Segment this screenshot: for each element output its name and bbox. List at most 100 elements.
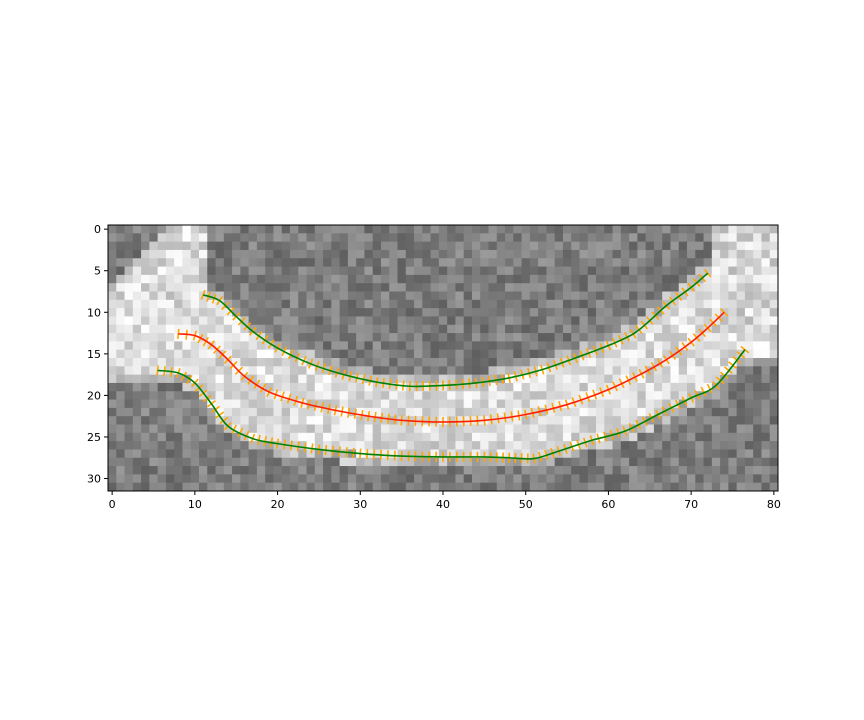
image-pixel [323, 324, 332, 334]
image-pixel [265, 449, 275, 459]
image-pixel [687, 258, 696, 268]
image-pixel [430, 283, 440, 293]
image-pixel [571, 225, 581, 234]
image-pixel [232, 249, 241, 259]
image-pixel [529, 241, 539, 251]
image-pixel [405, 391, 415, 401]
image-pixel [141, 316, 150, 326]
image-pixel [182, 482, 192, 491]
image-pixel [198, 249, 208, 259]
image-pixel [347, 241, 357, 251]
image-pixel [604, 466, 614, 475]
image-pixel [207, 449, 217, 459]
image-pixel [695, 374, 705, 384]
image-pixel [116, 249, 126, 259]
image-pixel [182, 374, 192, 384]
image-pixel [157, 474, 167, 484]
image-pixel [273, 283, 283, 293]
image-pixel [471, 399, 481, 409]
image-pixel [232, 474, 241, 484]
image-pixel [232, 366, 241, 376]
image-pixel [372, 424, 382, 434]
image-pixel [629, 457, 638, 467]
image-pixel [505, 308, 514, 318]
image-pixel [132, 316, 142, 326]
image-pixel [463, 457, 473, 467]
image-pixel [728, 333, 738, 342]
image-pixel [356, 441, 366, 451]
image-pixel [736, 299, 746, 309]
image-pixel [728, 449, 738, 459]
image-pixel [744, 407, 754, 417]
image-pixel [165, 358, 175, 367]
image-pixel [207, 382, 217, 392]
image-pixel [165, 374, 175, 384]
image-pixel [761, 274, 771, 284]
image-pixel [678, 274, 688, 284]
image-pixel [587, 233, 597, 243]
image-pixel [529, 382, 539, 392]
image-pixel [720, 291, 729, 301]
image-pixel [265, 391, 275, 401]
image-pixel [562, 474, 572, 484]
image-pixel [571, 432, 581, 442]
image-pixel [356, 241, 366, 251]
image-pixel [662, 457, 672, 467]
image-pixel [571, 391, 581, 401]
image-pixel [554, 324, 564, 334]
image-pixel [174, 266, 184, 276]
image-pixel [240, 258, 250, 268]
image-pixel [273, 382, 283, 392]
image-pixel [174, 399, 184, 409]
image-pixel [703, 241, 713, 251]
image-pixel [256, 283, 266, 293]
image-pixel [430, 358, 440, 367]
image-pixel [372, 333, 382, 342]
image-pixel [645, 283, 655, 293]
image-pixel [571, 308, 581, 318]
image-pixel [720, 225, 729, 234]
image-pixel [711, 258, 721, 268]
image-pixel [215, 416, 225, 426]
image-pixel [223, 283, 233, 293]
image-pixel [306, 266, 316, 276]
image-pixel [769, 324, 778, 334]
image-pixel [298, 241, 308, 251]
image-pixel [356, 324, 366, 334]
image-pixel [753, 341, 763, 351]
image-pixel [505, 441, 514, 451]
image-pixel [471, 333, 481, 342]
image-pixel [232, 299, 241, 309]
image-pixel [769, 399, 778, 409]
image-pixel [736, 333, 746, 342]
image-pixel [149, 308, 159, 318]
image-pixel [215, 391, 225, 401]
image-pixel [728, 416, 738, 426]
image-pixel [753, 407, 763, 417]
image-pixel [463, 407, 473, 417]
image-pixel [695, 249, 705, 259]
image-pixel [157, 374, 167, 384]
image-pixel [141, 391, 150, 401]
image-pixel [132, 449, 142, 459]
image-pixel [215, 466, 225, 475]
image-pixel [141, 349, 150, 359]
normal-tick [186, 374, 193, 385]
image-pixel [116, 466, 126, 475]
image-pixel [273, 349, 283, 359]
image-pixel [505, 349, 514, 359]
image-pixel [521, 233, 531, 243]
image-pixel [670, 457, 680, 467]
image-pixel [637, 291, 647, 301]
image-pixel [289, 391, 299, 401]
image-pixel [662, 266, 672, 276]
image-pixel [248, 241, 258, 251]
image-pixel [124, 424, 134, 434]
image-pixel [190, 283, 200, 293]
image-pixel [562, 266, 572, 276]
image-pixel [248, 374, 258, 384]
image-pixel [323, 266, 332, 276]
image-pixel [314, 341, 324, 351]
image-pixel [298, 299, 308, 309]
